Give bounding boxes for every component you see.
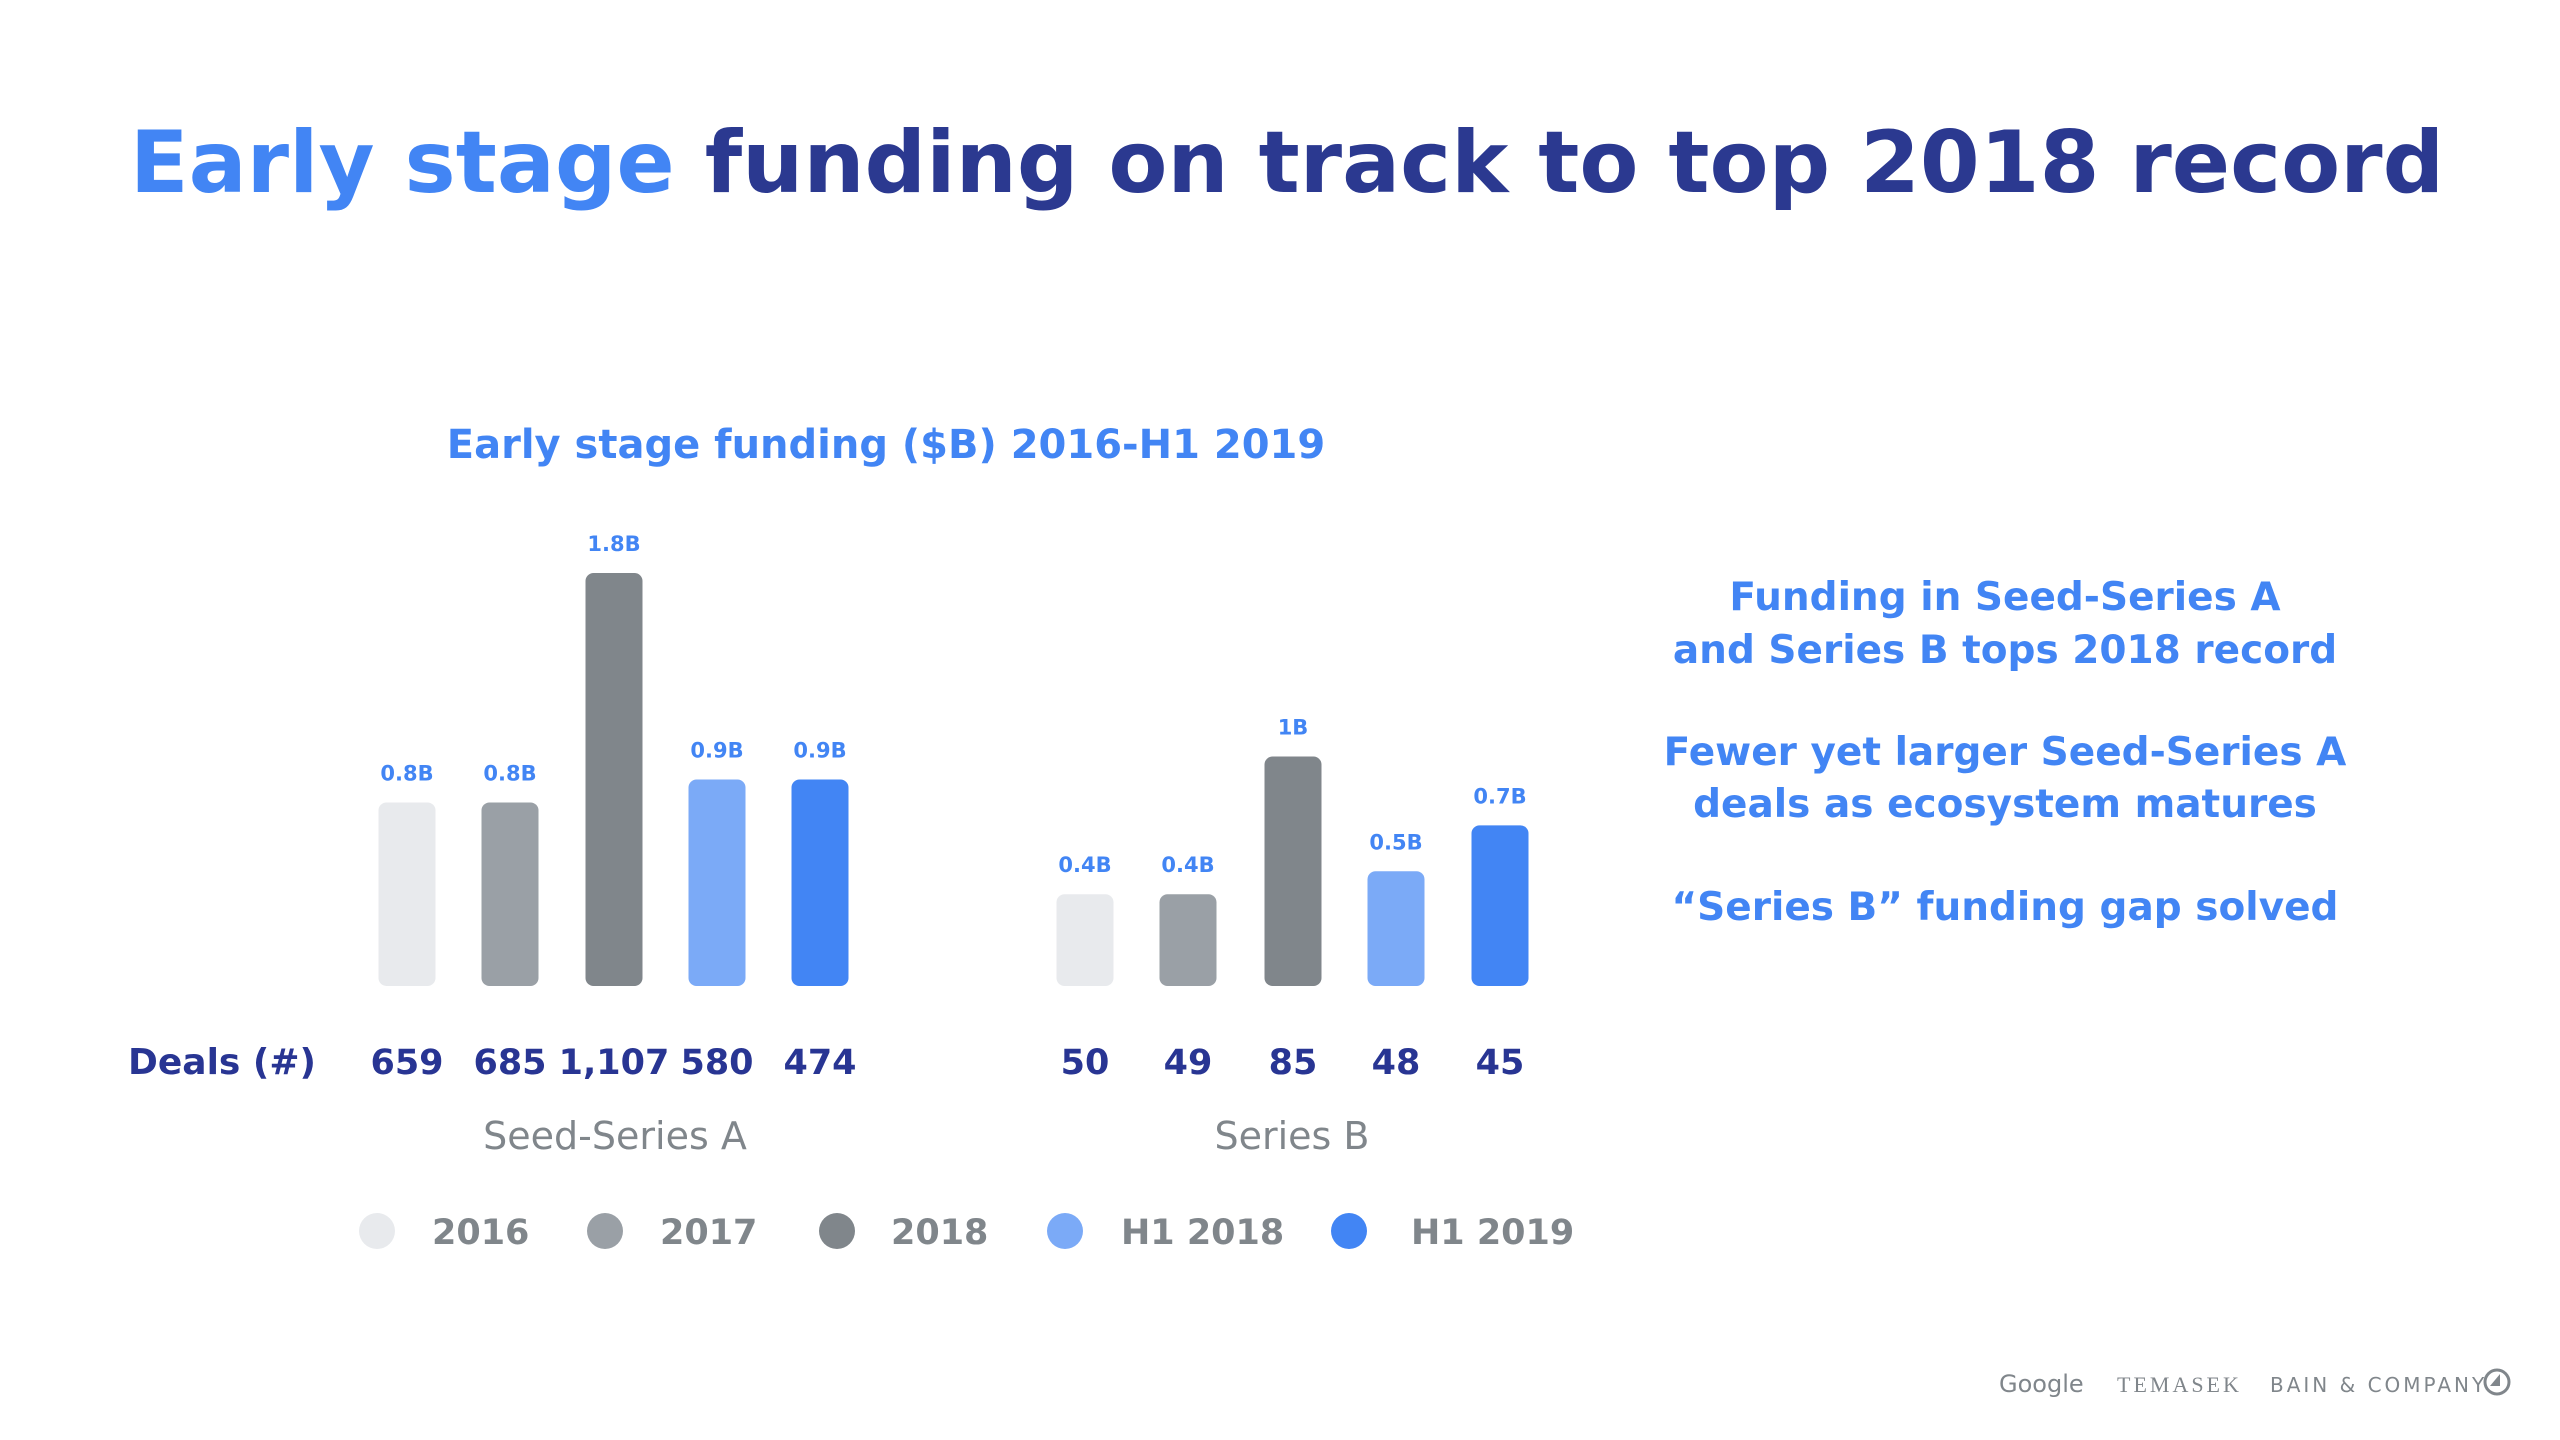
legend-label: H1 2019 — [1411, 1213, 1574, 1253]
deals-count: 48 — [1372, 1043, 1421, 1083]
legend-swatch — [587, 1213, 623, 1249]
chart-title: Early stage funding ($B) 2016-H1 2019 — [447, 422, 1325, 468]
bar-h1-2018 — [1367, 871, 1425, 986]
insight-line: “Series B” funding gap solved — [1672, 885, 2339, 930]
bar-2017 — [481, 802, 539, 986]
deals-count: 45 — [1476, 1043, 1525, 1083]
group-label: Series B — [1214, 1114, 1369, 1158]
bar-2017 — [1159, 894, 1217, 986]
insight-line: deals as ecosystem matures — [1693, 782, 2317, 827]
bar-value-label: 0.7B — [1473, 784, 1526, 808]
deals-count: 474 — [783, 1043, 856, 1083]
deals-count: 1,107 — [559, 1043, 670, 1083]
deals-count: 50 — [1061, 1043, 1110, 1083]
title-highlight: Early stage — [130, 113, 675, 213]
bar-chart: 0.8B 659 0.8B 685 1.8B 1,107 0.9B 580 0.9B 474 See… — [370, 532, 1529, 1158]
bar-value-label: 0.9B — [690, 739, 743, 763]
insights: Funding in Seed-Series A and Series B top… — [1664, 575, 2347, 930]
legend-label: H1 2018 — [1121, 1213, 1284, 1253]
bar-value-label: 0.8B — [380, 761, 433, 785]
title-rest: funding on track to top 2018 record — [675, 113, 2444, 213]
footer-logos: Google TEMASEK BAIN & COMPANY — [1999, 1368, 2511, 1398]
legend: 2016 2017 2018 H1 2018 H1 2019 — [359, 1213, 1574, 1253]
insight-line: Fewer yet larger Seed-Series A — [1664, 730, 2347, 775]
bar-value-label: 0.9B — [793, 739, 846, 763]
group-label: Seed-Series A — [483, 1114, 747, 1158]
bain-logo: BAIN & COMPANY — [2270, 1373, 2487, 1397]
deals-count: 659 — [370, 1043, 443, 1083]
legend-swatch — [1047, 1213, 1083, 1249]
bar-value-label: 1B — [1278, 716, 1309, 740]
legend-label: 2017 — [660, 1213, 757, 1253]
bar-2016 — [378, 802, 436, 986]
bar-2018 — [1264, 756, 1322, 986]
legend-swatch — [1331, 1213, 1367, 1249]
temasek-logo: TEMASEK — [2117, 1372, 2242, 1397]
insight-line: and Series B tops 2018 record — [1673, 628, 2337, 673]
bar-2016 — [1056, 894, 1114, 986]
legend-swatch — [819, 1213, 855, 1249]
legend-label: 2018 — [891, 1213, 988, 1253]
bar-h1-2018 — [688, 779, 746, 986]
legend-label: 2016 — [432, 1213, 529, 1253]
deals-count: 580 — [680, 1043, 753, 1083]
deals-count: 685 — [473, 1043, 546, 1083]
legend-swatch — [359, 1213, 395, 1249]
deals-count: 85 — [1269, 1043, 1318, 1083]
bar-value-label: 0.5B — [1369, 830, 1422, 854]
bar-h1-2019 — [1471, 825, 1529, 986]
slide-title: Early stage funding on track to top 2018… — [130, 113, 2444, 213]
bar-2018 — [585, 573, 643, 986]
deals-count: 49 — [1164, 1043, 1213, 1083]
bar-value-label: 0.4B — [1058, 853, 1111, 877]
bar-value-label: 0.8B — [483, 761, 536, 785]
deals-label: Deals (#) — [128, 1042, 316, 1083]
bain-compass-icon — [2483, 1368, 2511, 1396]
insight-line: Funding in Seed-Series A — [1729, 575, 2280, 620]
google-logo: Google — [1999, 1370, 2084, 1398]
bar-h1-2019 — [791, 779, 849, 986]
bar-value-label: 0.4B — [1161, 853, 1214, 877]
bar-value-label: 1.8B — [587, 532, 640, 556]
